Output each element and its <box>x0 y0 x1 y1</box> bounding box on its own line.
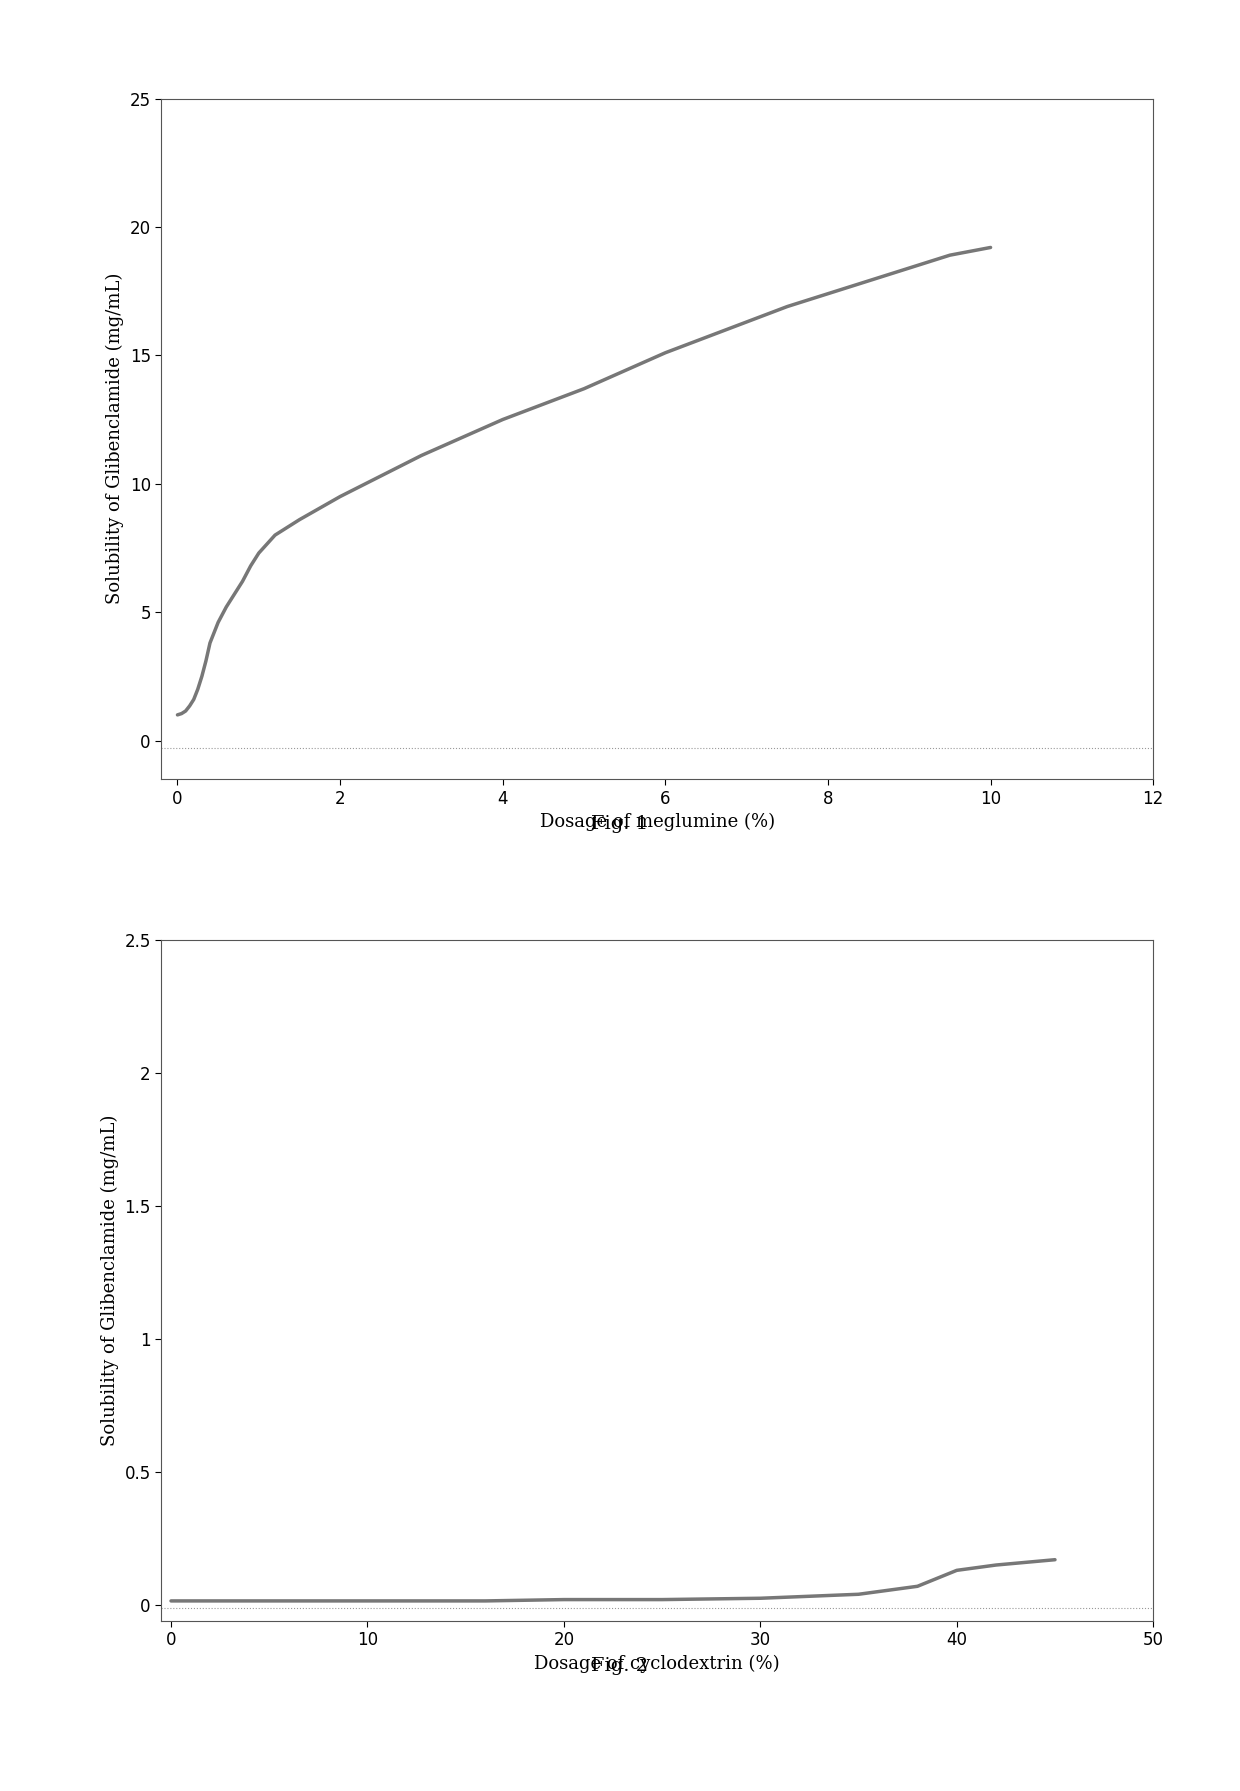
Y-axis label: Solubility of Glibenclamide (mg/mL): Solubility of Glibenclamide (mg/mL) <box>100 1114 119 1447</box>
Y-axis label: Solubility of Glibenclamide (mg/mL): Solubility of Glibenclamide (mg/mL) <box>105 272 124 605</box>
X-axis label: Dosage of meglumine (%): Dosage of meglumine (%) <box>539 813 775 831</box>
Text: Fig. 2: Fig. 2 <box>591 1657 649 1675</box>
X-axis label: Dosage of cyclodextrin (%): Dosage of cyclodextrin (%) <box>534 1655 780 1673</box>
Text: Fig. 1: Fig. 1 <box>591 815 649 833</box>
